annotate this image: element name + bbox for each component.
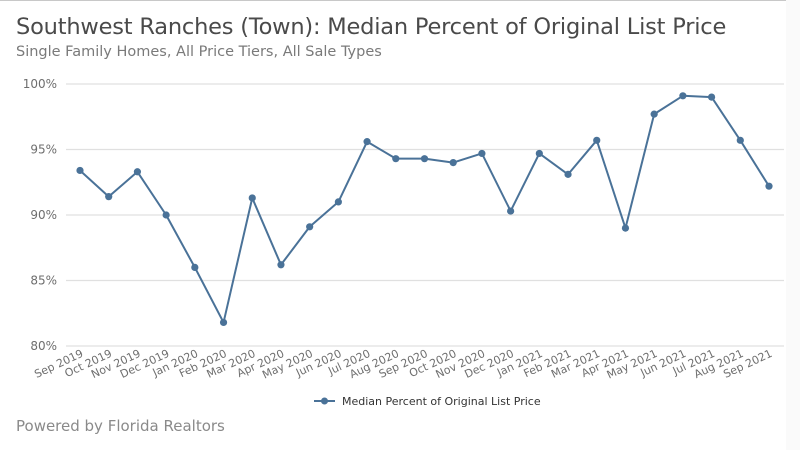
- data-point[interactable]: [449, 159, 457, 167]
- legend-label: Median Percent of Original List Price: [342, 395, 541, 408]
- y-tick-label: 80%: [30, 339, 57, 353]
- data-point[interactable]: [277, 261, 285, 269]
- y-tick-label: 100%: [23, 77, 57, 91]
- y-axis: 80% 85% 90% 95% 100%: [23, 77, 57, 353]
- data-point[interactable]: [133, 168, 142, 176]
- data-point[interactable]: [76, 166, 84, 175]
- footer-credit: Powered by Florida Realtors: [16, 417, 225, 435]
- data-point[interactable]: [363, 138, 371, 146]
- data-point[interactable]: [593, 136, 601, 144]
- data-point[interactable]: [650, 110, 658, 118]
- y-tick-label: 95%: [30, 143, 57, 157]
- chart-subtitle: Single Family Homes, All Price Tiers, Al…: [16, 44, 382, 60]
- series-line: [79, 94, 770, 324]
- grid-lines: [66, 83, 784, 347]
- data-point[interactable]: [306, 223, 314, 231]
- data-point[interactable]: [621, 224, 630, 232]
- data-point[interactable]: [707, 93, 716, 101]
- data-point[interactable]: [392, 155, 400, 163]
- data-point[interactable]: [507, 207, 515, 215]
- y-tick-label: 90%: [30, 208, 57, 222]
- data-point[interactable]: [191, 263, 199, 271]
- data-point[interactable]: [334, 198, 342, 206]
- y-tick-label: 85%: [30, 274, 57, 288]
- data-point[interactable]: [219, 318, 228, 327]
- data-point[interactable]: [765, 182, 773, 190]
- chart-title: Southwest Ranches (Town): Median Percent…: [16, 14, 727, 40]
- data-point[interactable]: [478, 149, 486, 158]
- legend[interactable]: Median Percent of Original List Price: [314, 395, 541, 408]
- data-point[interactable]: [535, 149, 543, 158]
- data-point[interactable]: [162, 211, 170, 219]
- data-series: [76, 92, 773, 327]
- data-point[interactable]: [105, 193, 113, 201]
- top-border: [0, 0, 800, 1]
- data-point[interactable]: [420, 155, 429, 163]
- data-point[interactable]: [564, 170, 572, 178]
- data-point[interactable]: [248, 194, 256, 202]
- right-edge: [786, 0, 800, 450]
- data-point[interactable]: [736, 136, 744, 144]
- data-point[interactable]: [679, 92, 687, 100]
- legend-marker-icon: [321, 397, 328, 405]
